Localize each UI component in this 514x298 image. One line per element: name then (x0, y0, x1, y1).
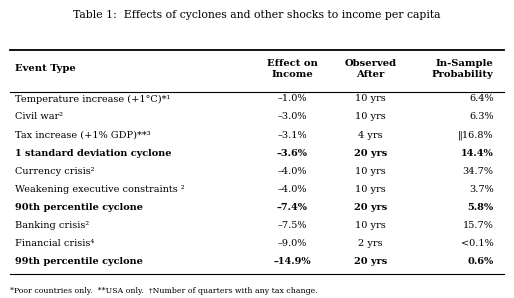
Text: In-Sample
Probability: In-Sample Probability (432, 59, 494, 79)
Text: 6.3%: 6.3% (469, 113, 494, 122)
Text: 0.6%: 0.6% (468, 257, 494, 266)
Text: –7.4%: –7.4% (277, 203, 308, 212)
Text: <0.1%: <0.1% (461, 239, 494, 248)
Text: 10 yrs: 10 yrs (355, 221, 386, 230)
Text: –3.0%: –3.0% (278, 113, 307, 122)
Text: –7.5%: –7.5% (278, 221, 307, 230)
Text: 10 yrs: 10 yrs (355, 113, 386, 122)
Text: Financial crisis⁴: Financial crisis⁴ (15, 239, 95, 248)
Text: 14.4%: 14.4% (461, 149, 494, 158)
Text: 4 yrs: 4 yrs (358, 131, 382, 139)
Text: Civil war²: Civil war² (15, 113, 63, 122)
Text: 6.4%: 6.4% (469, 94, 494, 103)
Text: –9.0%: –9.0% (278, 239, 307, 248)
Text: 99th percentile cyclone: 99th percentile cyclone (15, 257, 143, 266)
Text: Tax increase (+1% GDP)**³: Tax increase (+1% GDP)**³ (15, 131, 151, 139)
Text: 10 yrs: 10 yrs (355, 167, 386, 176)
Text: 20 yrs: 20 yrs (354, 149, 387, 158)
Text: 10 yrs: 10 yrs (355, 185, 386, 194)
Text: *Poor countries only.  **USA only.  †Number of quarters with any tax change.: *Poor countries only. **USA only. †Numbe… (10, 287, 318, 295)
Text: Banking crisis²: Banking crisis² (15, 221, 89, 230)
Text: 2 yrs: 2 yrs (358, 239, 382, 248)
Text: Currency crisis²: Currency crisis² (15, 167, 95, 176)
Text: –4.0%: –4.0% (278, 167, 307, 176)
Text: –3.6%: –3.6% (277, 149, 308, 158)
Text: 15.7%: 15.7% (463, 221, 494, 230)
Text: 5.8%: 5.8% (468, 203, 494, 212)
Text: 34.7%: 34.7% (463, 167, 494, 176)
Text: –1.0%: –1.0% (278, 94, 307, 103)
Text: 3.7%: 3.7% (469, 185, 494, 194)
Text: Weakening executive constraints ²: Weakening executive constraints ² (15, 185, 185, 194)
Text: Effect on
Income: Effect on Income (267, 59, 318, 79)
Text: 10 yrs: 10 yrs (355, 94, 386, 103)
Text: Table 1:  Effects of cyclones and other shocks to income per capita: Table 1: Effects of cyclones and other s… (74, 10, 440, 20)
Text: –4.0%: –4.0% (278, 185, 307, 194)
Text: –14.9%: –14.9% (273, 257, 311, 266)
Text: Temperature increase (+1°C)*¹: Temperature increase (+1°C)*¹ (15, 94, 171, 103)
Text: 20 yrs: 20 yrs (354, 203, 387, 212)
Text: Event Type: Event Type (15, 64, 76, 73)
Text: 20 yrs: 20 yrs (354, 257, 387, 266)
Text: –3.1%: –3.1% (278, 131, 307, 139)
Text: ‖16.8%: ‖16.8% (458, 131, 494, 140)
Text: Observed
After: Observed After (344, 59, 396, 79)
Text: 90th percentile cyclone: 90th percentile cyclone (15, 203, 143, 212)
Text: 1 standard deviation cyclone: 1 standard deviation cyclone (15, 149, 172, 158)
